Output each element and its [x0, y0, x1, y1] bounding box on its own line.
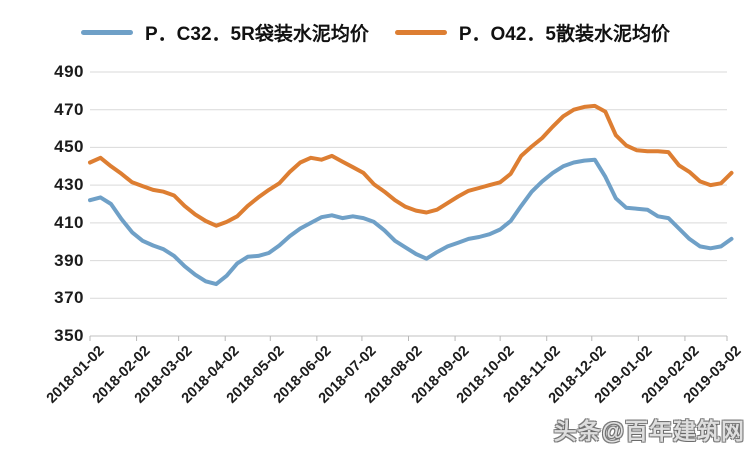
- y-axis-label: 370: [54, 288, 84, 308]
- legend-item-label: P．C32．5R袋装水泥均价: [145, 23, 369, 45]
- bulk-series-line-icon: [394, 29, 447, 35]
- legend-item-bulk: P．O42．5散装水泥均价: [394, 19, 670, 46]
- watermark: 头条@百年建筑网: [553, 418, 745, 444]
- legend-item-bagged: P．C32．5R袋装水泥均价: [81, 19, 369, 46]
- series-line-bulk-cement: [88, 103, 734, 228]
- series-line-bagged-cement: [88, 157, 734, 287]
- bagged-series-line-icon: [81, 29, 133, 35]
- legend-item-label: P．O42．5散装水泥均价: [458, 23, 670, 45]
- y-axis-label: 450: [54, 137, 84, 157]
- y-axis-label: 470: [54, 99, 84, 119]
- y-axis-label: 390: [54, 250, 84, 270]
- y-axis-label: 490: [54, 62, 84, 81]
- y-axis-label: 410: [54, 212, 84, 232]
- legend: P．C32．5R袋装水泥均价 P．O42．5散装水泥均价: [0, 18, 751, 46]
- y-axis-label: 350: [54, 326, 84, 345]
- y-axis-label: 430: [54, 175, 84, 195]
